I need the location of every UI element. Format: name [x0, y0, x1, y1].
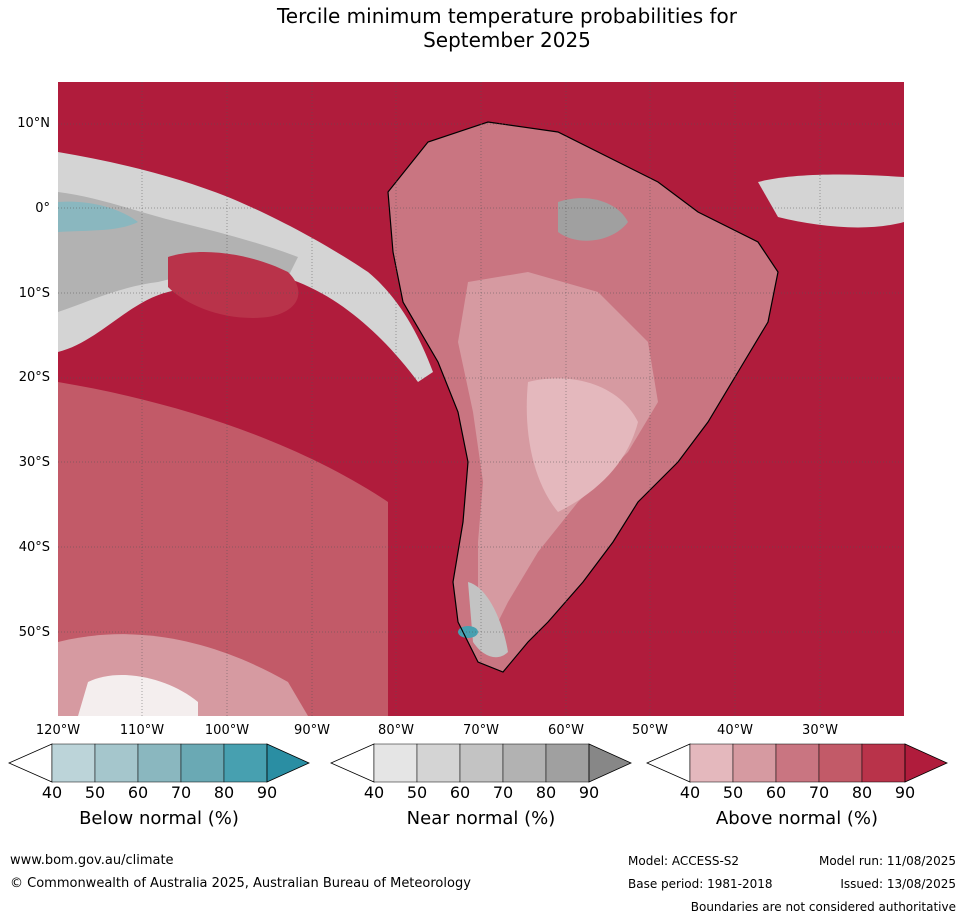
lon-label: 40°W: [717, 723, 753, 738]
colorbar-above-tick: 70: [808, 783, 830, 802]
colorbar-near-title: Near normal (%): [406, 808, 556, 829]
gridlines: [58, 82, 904, 716]
footer-model-run: Model run: 11/08/2025: [818, 854, 956, 868]
colorbar-near-tick: 50: [406, 783, 428, 802]
colorbar-near-tick: 80: [535, 783, 557, 802]
field-below-normal-pacific: [58, 201, 138, 232]
chart-title: Tercile minimum temperature probabilitie…: [0, 4, 965, 52]
lon-label: 30°W: [802, 723, 838, 738]
colorbar-below-tick: 40: [41, 783, 63, 802]
colorbar-below: [8, 743, 310, 783]
lon-label: 110°W: [119, 723, 165, 738]
lon-label: 90°W: [294, 723, 330, 738]
lon-label: 50°W: [632, 723, 668, 738]
lon-label: 70°W: [463, 723, 499, 738]
field-above-pocket: [168, 252, 299, 318]
lat-label: 20°S: [18, 370, 50, 385]
footer-model: Model: ACCESS-S2: [628, 854, 740, 868]
footer-issued: Issued: 13/08/2025: [840, 877, 956, 891]
colorbar-above: [646, 743, 948, 783]
coastline: [387, 121, 779, 673]
field-near-normal-atlantic: [758, 174, 904, 228]
field-near-normal-patagonia: [468, 582, 508, 658]
lat-label: 10°S: [18, 286, 50, 301]
colorbar-above-tick: 80: [851, 783, 873, 802]
colorbar-below-tick: 80: [213, 783, 235, 802]
colorbar-above-tick: 50: [722, 783, 744, 802]
title-line-2: September 2025: [423, 28, 591, 52]
lon-label: 80°W: [378, 723, 414, 738]
footer-disclaimer: Boundaries are not considered authoritat…: [690, 900, 956, 914]
map-svg: [58, 82, 904, 716]
colorbar-above-title: Above normal (%): [715, 808, 879, 829]
lat-label: 50°S: [18, 625, 50, 640]
lat-label: 0°: [35, 201, 50, 216]
colorbar-near-tick: 40: [363, 783, 385, 802]
footer-copyright: © Commonwealth of Australia 2025, Austra…: [10, 876, 471, 891]
colorbar-near: [330, 743, 632, 783]
field-near-normal-amazon: [558, 198, 628, 241]
probability-map: [58, 82, 904, 716]
title-line-1: Tercile minimum temperature probabilitie…: [276, 4, 738, 28]
lon-label: 120°W: [35, 723, 81, 738]
colorbar-above-tick: 40: [679, 783, 701, 802]
colorbar-near-tick: 90: [578, 783, 600, 802]
colorbar-below-tick: 70: [170, 783, 192, 802]
lat-label: 10°N: [17, 116, 50, 131]
lon-label: 60°W: [548, 723, 584, 738]
field-below-normal-patagonia: [458, 626, 478, 638]
field-white-sw: [78, 674, 198, 716]
colorbar-near-tick: 70: [492, 783, 514, 802]
colorbar-below-tick: 50: [84, 783, 106, 802]
colorbar-above-tick: 60: [765, 783, 787, 802]
colorbar-below-title: Below normal (%): [79, 808, 239, 829]
colorbar-above-tick: 90: [894, 783, 916, 802]
footer-base-period: Base period: 1981-2018: [628, 877, 773, 891]
lat-label: 40°S: [18, 540, 50, 555]
lat-label: 30°S: [18, 455, 50, 470]
footer-website: www.bom.gov.au/climate: [10, 853, 174, 868]
colorbar-below-tick: 90: [256, 783, 278, 802]
colorbar-near-tick: 60: [449, 783, 471, 802]
colorbar-below-tick: 60: [127, 783, 149, 802]
field-southwest: [58, 382, 388, 716]
lon-label: 100°W: [204, 723, 250, 738]
field-interior-light: [526, 378, 638, 512]
